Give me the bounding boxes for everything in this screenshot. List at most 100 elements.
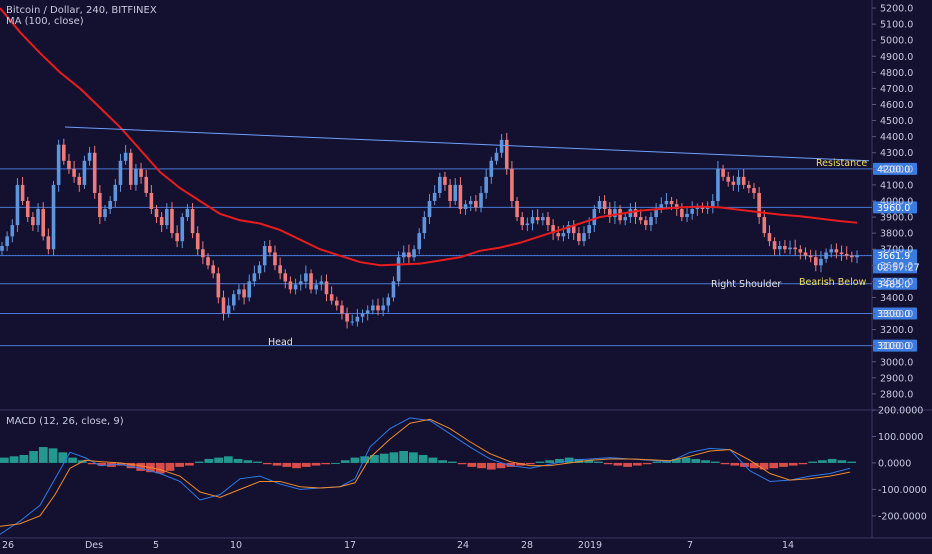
candle-body (355, 316, 360, 322)
candle-body (813, 257, 818, 266)
macd-histogram-bar (584, 460, 594, 463)
candle-body (659, 204, 664, 210)
candle-body (710, 200, 715, 208)
time-tick-label: 28 (521, 540, 533, 550)
candle-body (638, 217, 643, 221)
annotations: Resistance Right Shoulder Bearish Below Hea… (268, 158, 867, 348)
candle-body (458, 184, 463, 210)
candle-body (278, 265, 282, 274)
macd-histogram-bar (87, 462, 97, 465)
candle-body (741, 176, 746, 185)
descending-trend-line (64, 126, 870, 162)
macd-histogram-bar (613, 462, 623, 466)
time-tick-label: 7 (687, 540, 693, 550)
macd-histogram-bar (691, 458, 701, 463)
candle-body (757, 192, 761, 218)
price-tick-label: 3700.0 (880, 245, 913, 256)
candle-body (453, 184, 458, 201)
candle-body (108, 200, 112, 210)
macd-histogram-bar (438, 460, 447, 463)
macd-histogram-bar (749, 462, 759, 469)
macd-histogram-bar (282, 462, 292, 467)
candle-body (474, 200, 478, 208)
macd-histogram-bar (574, 458, 584, 463)
candle-body (134, 168, 138, 185)
price-tick-label: 3100.0 (880, 341, 913, 352)
macd-histogram-bar (19, 454, 29, 463)
candle-body (561, 233, 566, 237)
candle-body (314, 284, 318, 290)
candle-body (716, 168, 720, 201)
annotation-bearish-below: Bearish Below (799, 277, 867, 288)
candle-body (602, 200, 607, 210)
candle-body (850, 255, 854, 258)
candle-body (592, 209, 597, 226)
level-badge (873, 307, 917, 320)
candle-body (438, 176, 442, 193)
level-badge-label: 3485.0 (877, 279, 910, 290)
candle-body (788, 247, 792, 250)
macd-histogram-bar (779, 462, 788, 467)
candle-body (180, 217, 185, 242)
candle-body (36, 209, 40, 226)
macd-histogram-bar (623, 462, 633, 467)
candle-body (525, 223, 530, 226)
macd-histogram-bar (827, 458, 837, 463)
time-axis[interactable]: 26 Des 5 10 17 24 28 2019 7 14 (2, 540, 794, 551)
macd-histogram-bar (204, 458, 214, 463)
candle-body (62, 144, 66, 161)
current-price-label: 3661.9 (877, 251, 910, 262)
candle-body (345, 313, 349, 322)
candle-body (262, 246, 267, 266)
candle-body (767, 233, 772, 242)
price-tick-label: 5000.0 (880, 36, 913, 47)
candle-body (365, 310, 370, 314)
macd-histogram-bar (808, 461, 818, 463)
candle-body (607, 209, 612, 218)
macd-line (0, 417, 851, 535)
candle-body (633, 209, 638, 218)
price-axis[interactable]: 2800.0 2900.0 3000.0 3100.0 3200.0 3300.0 3400… (872, 4, 913, 401)
candle-body (77, 176, 82, 185)
candle-body (613, 209, 617, 218)
candle-body (448, 184, 452, 201)
candle-body (226, 305, 231, 314)
candle-body (752, 188, 756, 193)
candle-body (139, 168, 143, 177)
price-tick-label: 3800.0 (880, 229, 913, 240)
level-badge (873, 277, 917, 290)
price-tick-label: 4600.0 (880, 100, 913, 111)
candle-body (231, 294, 236, 306)
candle-body (154, 209, 159, 218)
annotation-right-shoulder: Right Shoulder (711, 279, 781, 290)
level-badge-label: 3300.0 (877, 309, 910, 320)
candle-body (571, 225, 576, 234)
price-tick-label: 3600.0 (880, 261, 913, 272)
candle-body (41, 209, 46, 237)
candle-body (288, 281, 293, 290)
candle-body (587, 225, 591, 234)
price-tick-label: 5100.0 (880, 20, 913, 31)
candle-body (31, 217, 35, 226)
candle-body (386, 297, 391, 306)
price-tick-label: 2900.0 (880, 373, 913, 384)
candle-body (674, 204, 679, 210)
candle-body (319, 281, 324, 285)
macd-histogram-bar (603, 462, 613, 465)
symbol-title: Bitcoin / Dollar, 240, BITFINEX (6, 5, 157, 16)
candle-body (690, 209, 694, 214)
macd-histogram-bar (155, 462, 165, 474)
candle-body (695, 207, 700, 210)
candle-body (201, 249, 205, 258)
price-tick-label: 3200.0 (880, 325, 913, 336)
candle-body (535, 217, 540, 221)
level-badge (873, 339, 917, 352)
candle-body (747, 184, 751, 189)
candle-body (113, 184, 118, 201)
candle-body (829, 249, 834, 253)
candle-body (56, 144, 61, 185)
candle-body (834, 249, 839, 253)
macd-histogram-bar (525, 462, 535, 465)
candle-body (762, 217, 767, 234)
